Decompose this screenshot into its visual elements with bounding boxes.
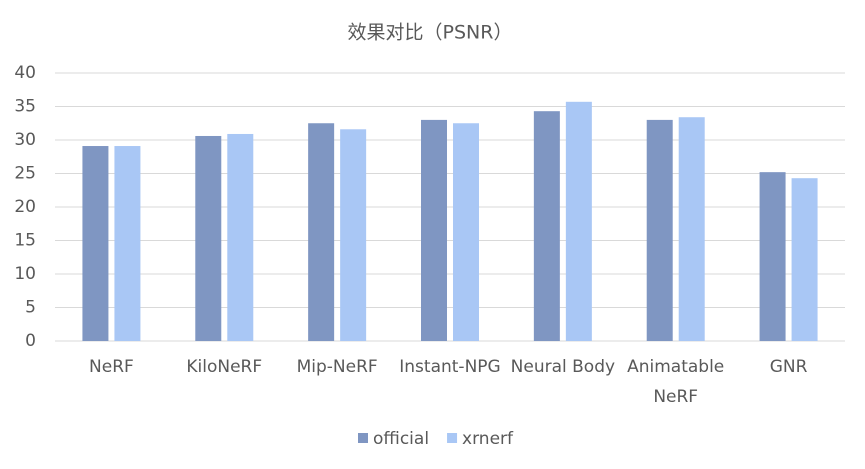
bar (114, 146, 141, 341)
bar (82, 146, 109, 341)
bar (759, 172, 786, 341)
y-tick-label: 20 (14, 197, 36, 217)
x-tick-label: Instant-NPG (399, 357, 501, 377)
bar (565, 101, 592, 341)
y-tick-label: 30 (14, 130, 36, 150)
x-tick-label: Mip-NeRF (296, 357, 378, 377)
bar (340, 129, 367, 341)
legend-swatch (358, 433, 368, 443)
bar (227, 133, 254, 341)
bar (308, 123, 335, 341)
y-tick-label: 0 (25, 331, 36, 351)
bar (678, 117, 705, 341)
x-tick-label: Animatable NeRF (627, 357, 725, 407)
x-tick-label: Neural Body (510, 357, 616, 377)
y-tick-label: 35 (14, 97, 36, 117)
chart-title: 效果对比（PSNR） (348, 22, 513, 44)
x-tick-label: GNR (769, 357, 808, 377)
x-tick-label: NeRF (89, 357, 134, 377)
y-tick-label: 40 (14, 63, 36, 83)
y-tick-label: 10 (14, 264, 36, 284)
legend-label: official (373, 429, 429, 449)
bar (533, 111, 560, 341)
legend-swatch (447, 433, 458, 443)
bar (195, 135, 222, 341)
bar (791, 178, 818, 341)
y-tick-label: 15 (14, 231, 36, 251)
x-tick-label: KiloNeRF (186, 357, 263, 377)
y-tick-label: 5 (25, 298, 36, 318)
bar (453, 123, 479, 341)
bar (646, 119, 673, 342)
y-tick-label: 25 (14, 164, 36, 184)
legend-label: xrnerf (462, 429, 514, 449)
bar (421, 119, 447, 342)
